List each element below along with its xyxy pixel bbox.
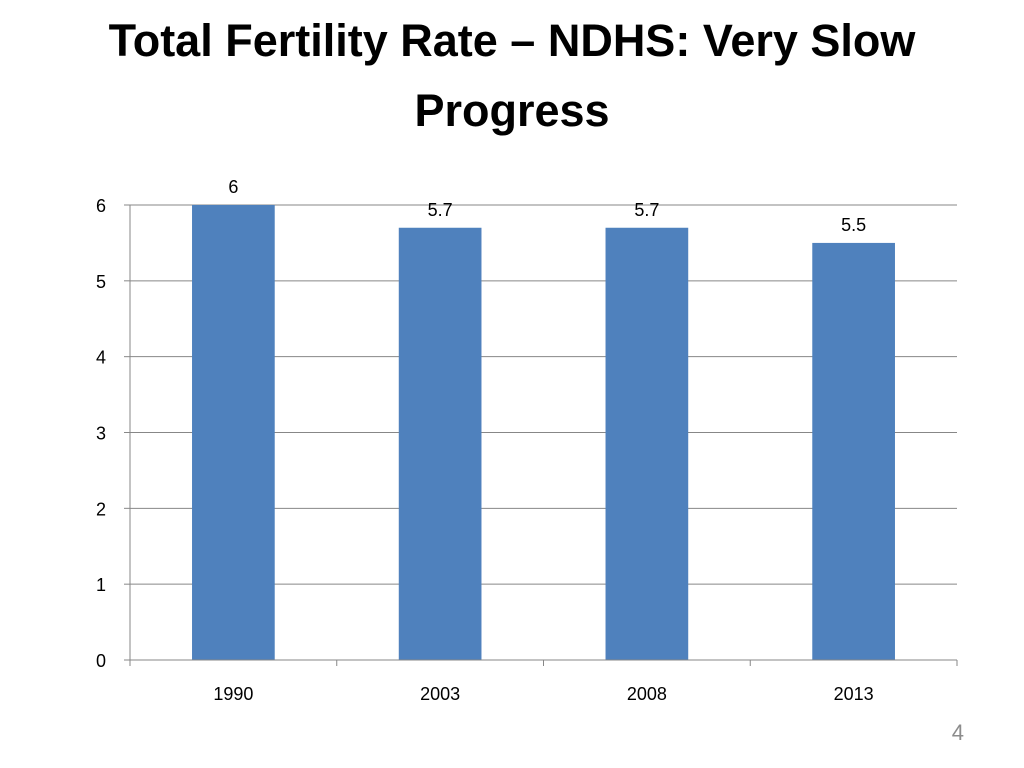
axes <box>124 204 958 666</box>
data-label: 5.7 <box>428 200 453 220</box>
data-label: 5.7 <box>634 200 659 220</box>
data-label: 6 <box>228 177 238 197</box>
y-tick-label: 5 <box>96 272 106 292</box>
y-tick-label: 3 <box>96 424 106 444</box>
x-category-label: 2013 <box>834 684 874 704</box>
page-number: 4 <box>951 720 964 745</box>
y-tick-label: 4 <box>96 348 106 368</box>
y-tick-label: 1 <box>96 575 106 595</box>
data-label: 5.5 <box>841 215 866 235</box>
bar-2008 <box>605 227 689 660</box>
bars <box>192 205 895 660</box>
y-tick-label: 6 <box>96 196 106 216</box>
x-category-label: 1990 <box>213 684 253 704</box>
x-category-label: 2008 <box>627 684 667 704</box>
slide-title: Total Fertility Rate – NDHS: Very Slow P… <box>108 15 916 136</box>
bar-1990 <box>192 205 275 660</box>
y-tick-label: 2 <box>96 499 106 519</box>
y-tick-label: 0 <box>96 651 106 671</box>
bar-2003 <box>398 227 482 660</box>
labels: 0 1 2 3 4 5 6 1990 6 2003 5.7 2008 5.7 2013 5.5 <box>96 177 874 704</box>
bar-2013 <box>812 242 895 660</box>
x-category-label: 2003 <box>420 684 460 704</box>
